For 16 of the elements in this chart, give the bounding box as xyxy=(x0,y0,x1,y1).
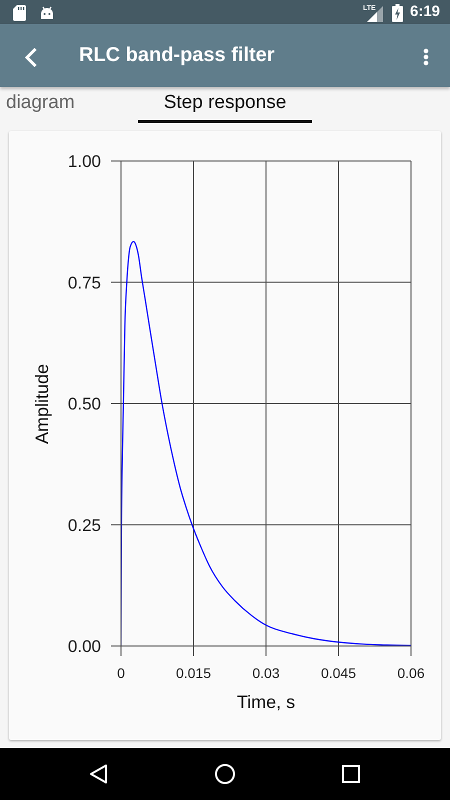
y-tick-label: 0.75 xyxy=(68,273,101,292)
x-tick-label: 0.015 xyxy=(176,664,212,681)
y-tick-label: 1.00 xyxy=(68,152,101,172)
y-tick-label: 0.00 xyxy=(68,637,101,656)
text: diagram xyxy=(6,91,75,115)
text: 6:19 xyxy=(410,3,440,21)
x-tick-label: 0.045 xyxy=(320,664,356,681)
x-tick-label: 0 xyxy=(117,664,126,681)
x-tick-label: 0.03 xyxy=(252,664,280,681)
chart-title: RLC band-pass filter xyxy=(79,43,275,67)
y-tick-label: 0.25 xyxy=(68,516,101,535)
x-axis-title: Time, s xyxy=(236,691,296,713)
x-tick-label: 0.06 xyxy=(397,664,425,681)
y-axis-title: Amplitude xyxy=(31,364,53,444)
chart-subtitle: Step response xyxy=(162,91,288,115)
y-tick-label: 0.50 xyxy=(68,394,101,414)
